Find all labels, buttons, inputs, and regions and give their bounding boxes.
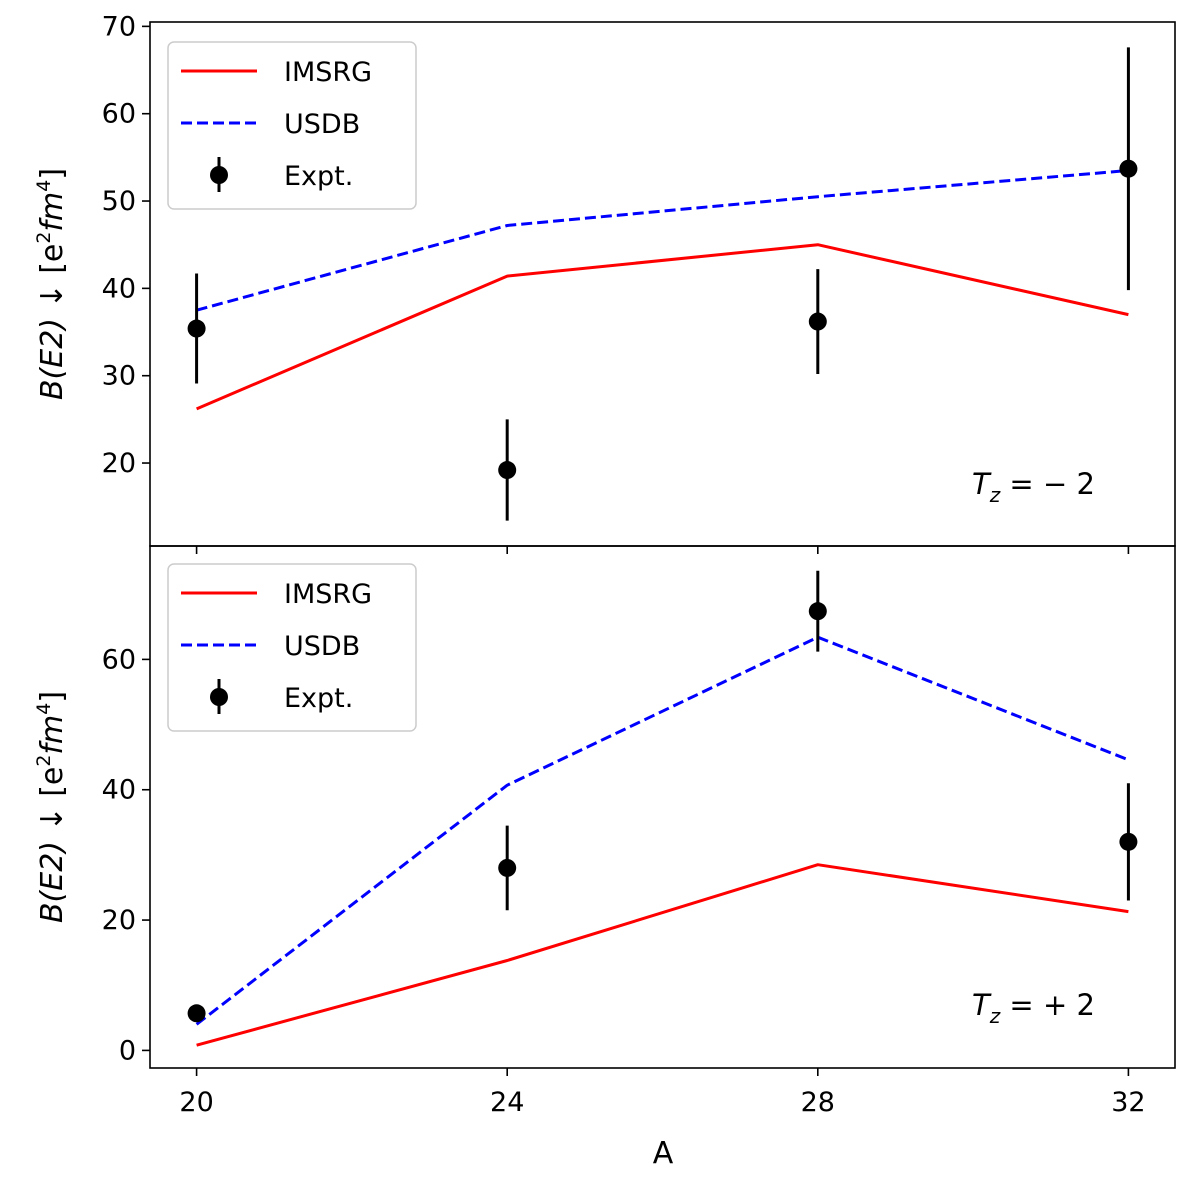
bottom-tz-annotation: Tz = + 2 xyxy=(972,988,1095,1028)
bottom-legend-imsrg-label: IMSRG xyxy=(284,579,372,610)
top-ytick-label-70: 70 xyxy=(102,11,136,42)
top-legend: IMSRG USDB Expt. xyxy=(167,41,417,210)
bottom-xtick-label-28: 28 xyxy=(801,1087,835,1118)
bottom-plot-area: 0 20 40 60 20 24 28 32 xyxy=(102,570,1146,1118)
bottom-legend-usdb-label: USDB xyxy=(284,631,360,662)
top-tz-annotation: Tz = − 2 xyxy=(972,467,1095,507)
top-expt-point-28 xyxy=(808,312,827,331)
x-axis-title: A xyxy=(653,1136,674,1171)
bottom-imsrg-line xyxy=(196,863,1129,1047)
bottom-ytick-label-40: 40 xyxy=(102,775,136,806)
bottom-legend: IMSRG USDB Expt. xyxy=(167,563,417,732)
bottom-xtick-label-32: 32 xyxy=(1111,1087,1145,1118)
top-ytick-label-30: 30 xyxy=(102,361,136,392)
top-ytick-label-40: 40 xyxy=(102,273,136,304)
bottom-expt-point-32 xyxy=(1119,832,1138,851)
bottom-usdb-line xyxy=(195,635,1129,1026)
bottom-xtick-label-20: 20 xyxy=(179,1087,213,1118)
top-ytick-label-20: 20 xyxy=(102,448,136,479)
top-legend-expt-marker xyxy=(210,166,228,184)
top-imsrg-line xyxy=(196,243,1129,411)
bottom-panel-frame xyxy=(149,545,1176,1069)
top-plot-area: 20 30 40 50 60 70 xyxy=(102,11,1138,554)
bottom-ytick-label-0: 0 xyxy=(119,1035,136,1066)
bottom-legend-expt-marker xyxy=(210,688,228,706)
top-legend-imsrg-label: IMSRG xyxy=(284,57,372,88)
top-ytick-label-60: 60 xyxy=(102,99,136,130)
bottom-expt-point-24 xyxy=(498,858,517,877)
bottom-ylabel: B(E2) ↓ [e2fm4] xyxy=(33,691,70,923)
top-legend-box xyxy=(167,41,417,210)
top-ylabel: B(E2) ↓ [e2fm4] xyxy=(33,168,70,400)
top-expt-point-20 xyxy=(187,319,206,338)
bottom-legend-expt-label: Expt. xyxy=(284,683,353,714)
bottom-xtick-label-24: 24 xyxy=(490,1087,524,1118)
top-legend-expt-label: Expt. xyxy=(284,161,353,192)
top-ytick-label-50: 50 xyxy=(102,186,136,217)
bottom-ytick-label-20: 20 xyxy=(102,905,136,936)
bottom-expt-point-28 xyxy=(808,602,827,621)
bottom-expt-point-20 xyxy=(187,1004,206,1023)
top-expt-point-24 xyxy=(498,461,517,480)
top-legend-usdb-label: USDB xyxy=(284,109,360,140)
bottom-ytick-label-60: 60 xyxy=(102,644,136,675)
bottom-legend-box xyxy=(167,563,417,732)
top-expt-point-32 xyxy=(1119,159,1138,178)
top-usdb-line xyxy=(196,169,1129,312)
